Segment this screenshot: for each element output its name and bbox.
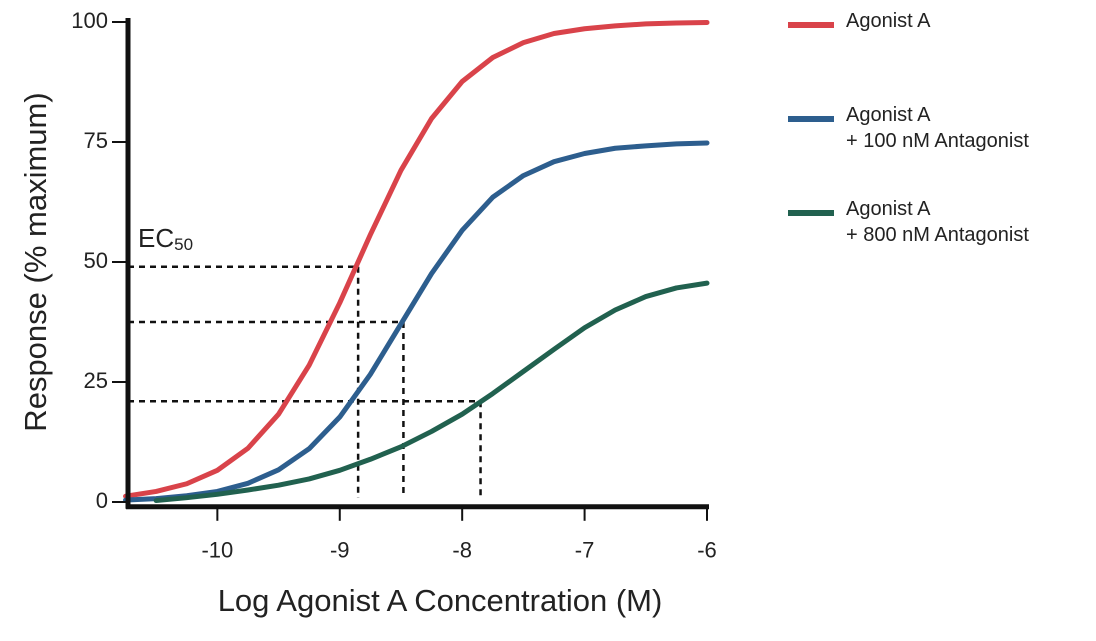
y-tick-label: 25 bbox=[84, 368, 108, 393]
legend: Agonist A Agonist A + 100 nM Antagonist Ag… bbox=[788, 8, 1088, 290]
series-line bbox=[123, 19, 710, 499]
legend-swatch bbox=[788, 210, 834, 216]
y-tick-label: 75 bbox=[84, 128, 108, 153]
x-tick-label: -6 bbox=[697, 538, 717, 563]
legend-swatch bbox=[788, 116, 834, 122]
series-line bbox=[153, 280, 710, 504]
x-axis-title: Log Agonist A Concentration (M) bbox=[218, 583, 663, 618]
x-tick-label: -9 bbox=[330, 538, 350, 563]
x-tick-label: -7 bbox=[575, 538, 595, 563]
legend-label: Agonist A + 100 nM Antagonist bbox=[846, 104, 1029, 152]
x-tick-label: -10 bbox=[201, 538, 233, 563]
y-tick-label: 0 bbox=[96, 488, 108, 513]
x-tick-label: -8 bbox=[452, 538, 472, 563]
legend-label: Agonist A bbox=[846, 10, 931, 32]
legend-label: Agonist A + 800 nM Antagonist bbox=[846, 198, 1029, 246]
legend-item: Agonist A bbox=[788, 8, 1088, 102]
ec50-label: EC50 bbox=[138, 223, 193, 255]
legend-swatch bbox=[788, 22, 834, 28]
y-tick-label: 50 bbox=[84, 248, 108, 273]
y-axis-title: Response (% maximum) bbox=[18, 92, 53, 431]
legend-item: Agonist A + 100 nM Antagonist bbox=[788, 102, 1088, 196]
legend-item: Agonist A + 800 nM Antagonist bbox=[788, 196, 1088, 290]
ec50-subscript: 50 bbox=[174, 235, 193, 254]
chart: Log Agonist A Concentration (M) Response… bbox=[18, 8, 717, 618]
series-line bbox=[123, 140, 710, 503]
ec50-text: EC bbox=[138, 223, 174, 253]
y-tick-label: 100 bbox=[71, 8, 108, 33]
